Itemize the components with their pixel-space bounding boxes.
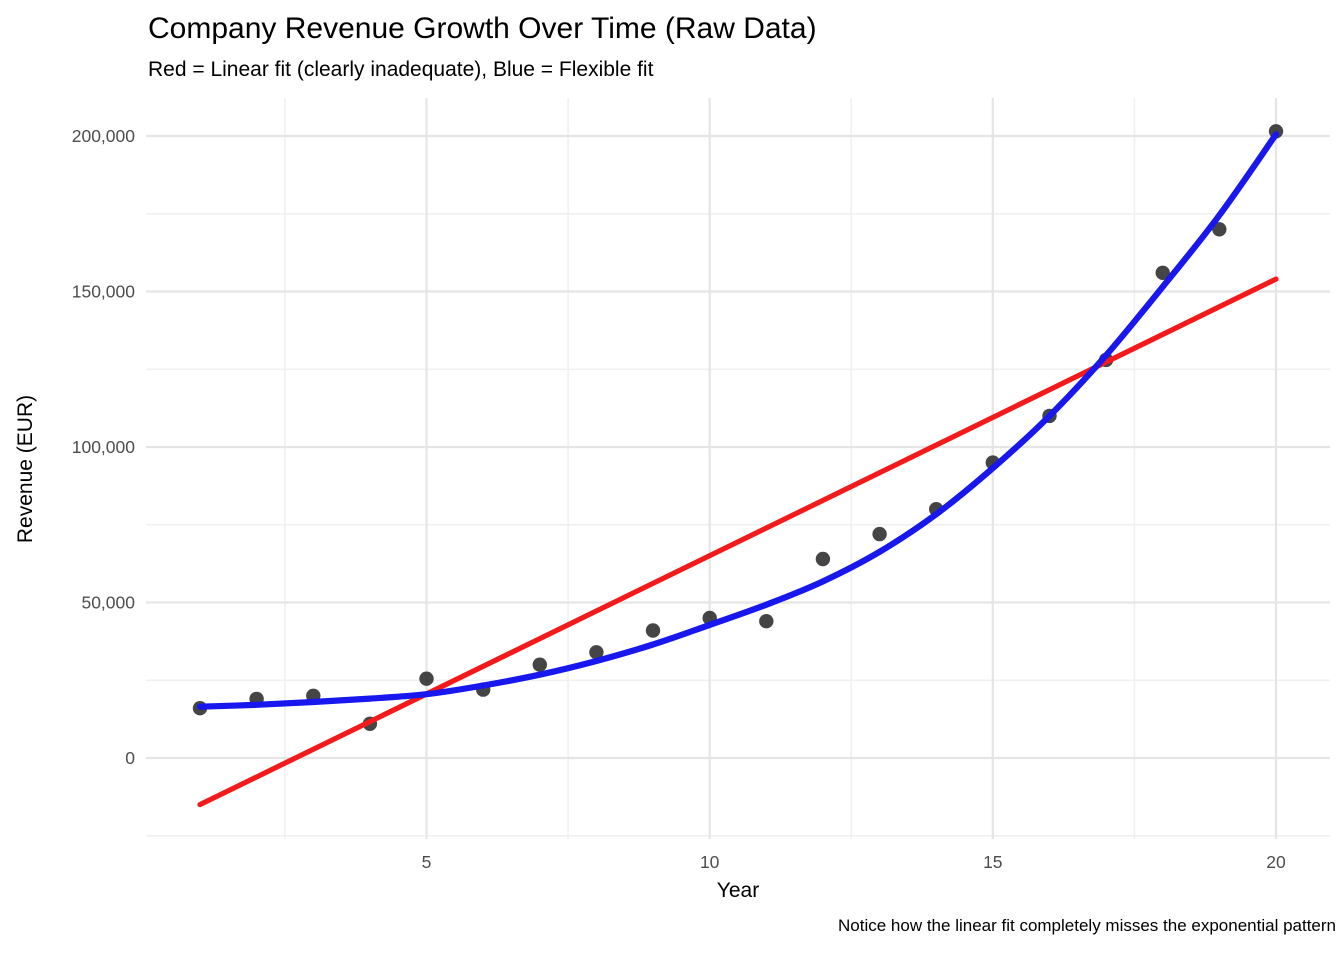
x-tick-label: 5 bbox=[422, 852, 432, 872]
y-axis-title: Revenue (EUR) bbox=[14, 394, 38, 543]
x-axis-tick-labels: 5 10 15 20 bbox=[422, 852, 1286, 872]
chart-caption: Notice how the linear fit completely mis… bbox=[838, 916, 1336, 935]
data-point bbox=[419, 671, 434, 686]
data-point bbox=[1212, 222, 1227, 237]
data-point bbox=[645, 623, 661, 638]
y-tick-label: 200,000 bbox=[72, 126, 136, 146]
gridlines-major bbox=[146, 98, 1330, 839]
scatter-points bbox=[192, 124, 1284, 731]
x-tick-label: 20 bbox=[1266, 852, 1286, 872]
x-tick-label: 10 bbox=[700, 852, 720, 872]
flexible-fit-line bbox=[196, 131, 1280, 710]
y-axis-title-container: Revenue (EUR) bbox=[13, 98, 39, 839]
data-point bbox=[1155, 265, 1170, 280]
x-tick-label: 15 bbox=[983, 852, 1002, 872]
chart-title: Company Revenue Growth Over Time (Raw Da… bbox=[148, 12, 817, 45]
y-tick-label: 150,000 bbox=[72, 282, 136, 302]
x-axis-title: Year bbox=[716, 879, 760, 902]
data-point bbox=[872, 526, 887, 542]
chart-subtitle: Red = Linear fit (clearly inadequate), B… bbox=[148, 58, 654, 81]
y-tick-label: 100,000 bbox=[72, 437, 136, 457]
y-tick-label: 0 bbox=[125, 748, 135, 768]
y-tick-label: 50,000 bbox=[81, 593, 135, 613]
data-point bbox=[815, 551, 831, 567]
data-point bbox=[589, 645, 604, 660]
data-point bbox=[532, 657, 547, 672]
fit-lines bbox=[196, 131, 1280, 808]
linear-fit-line bbox=[197, 276, 1279, 808]
gridlines-minor bbox=[146, 98, 1330, 839]
data-point bbox=[759, 614, 774, 629]
y-axis-tick-labels: 0 50,000 100,000 150,000 200,000 bbox=[72, 126, 136, 768]
